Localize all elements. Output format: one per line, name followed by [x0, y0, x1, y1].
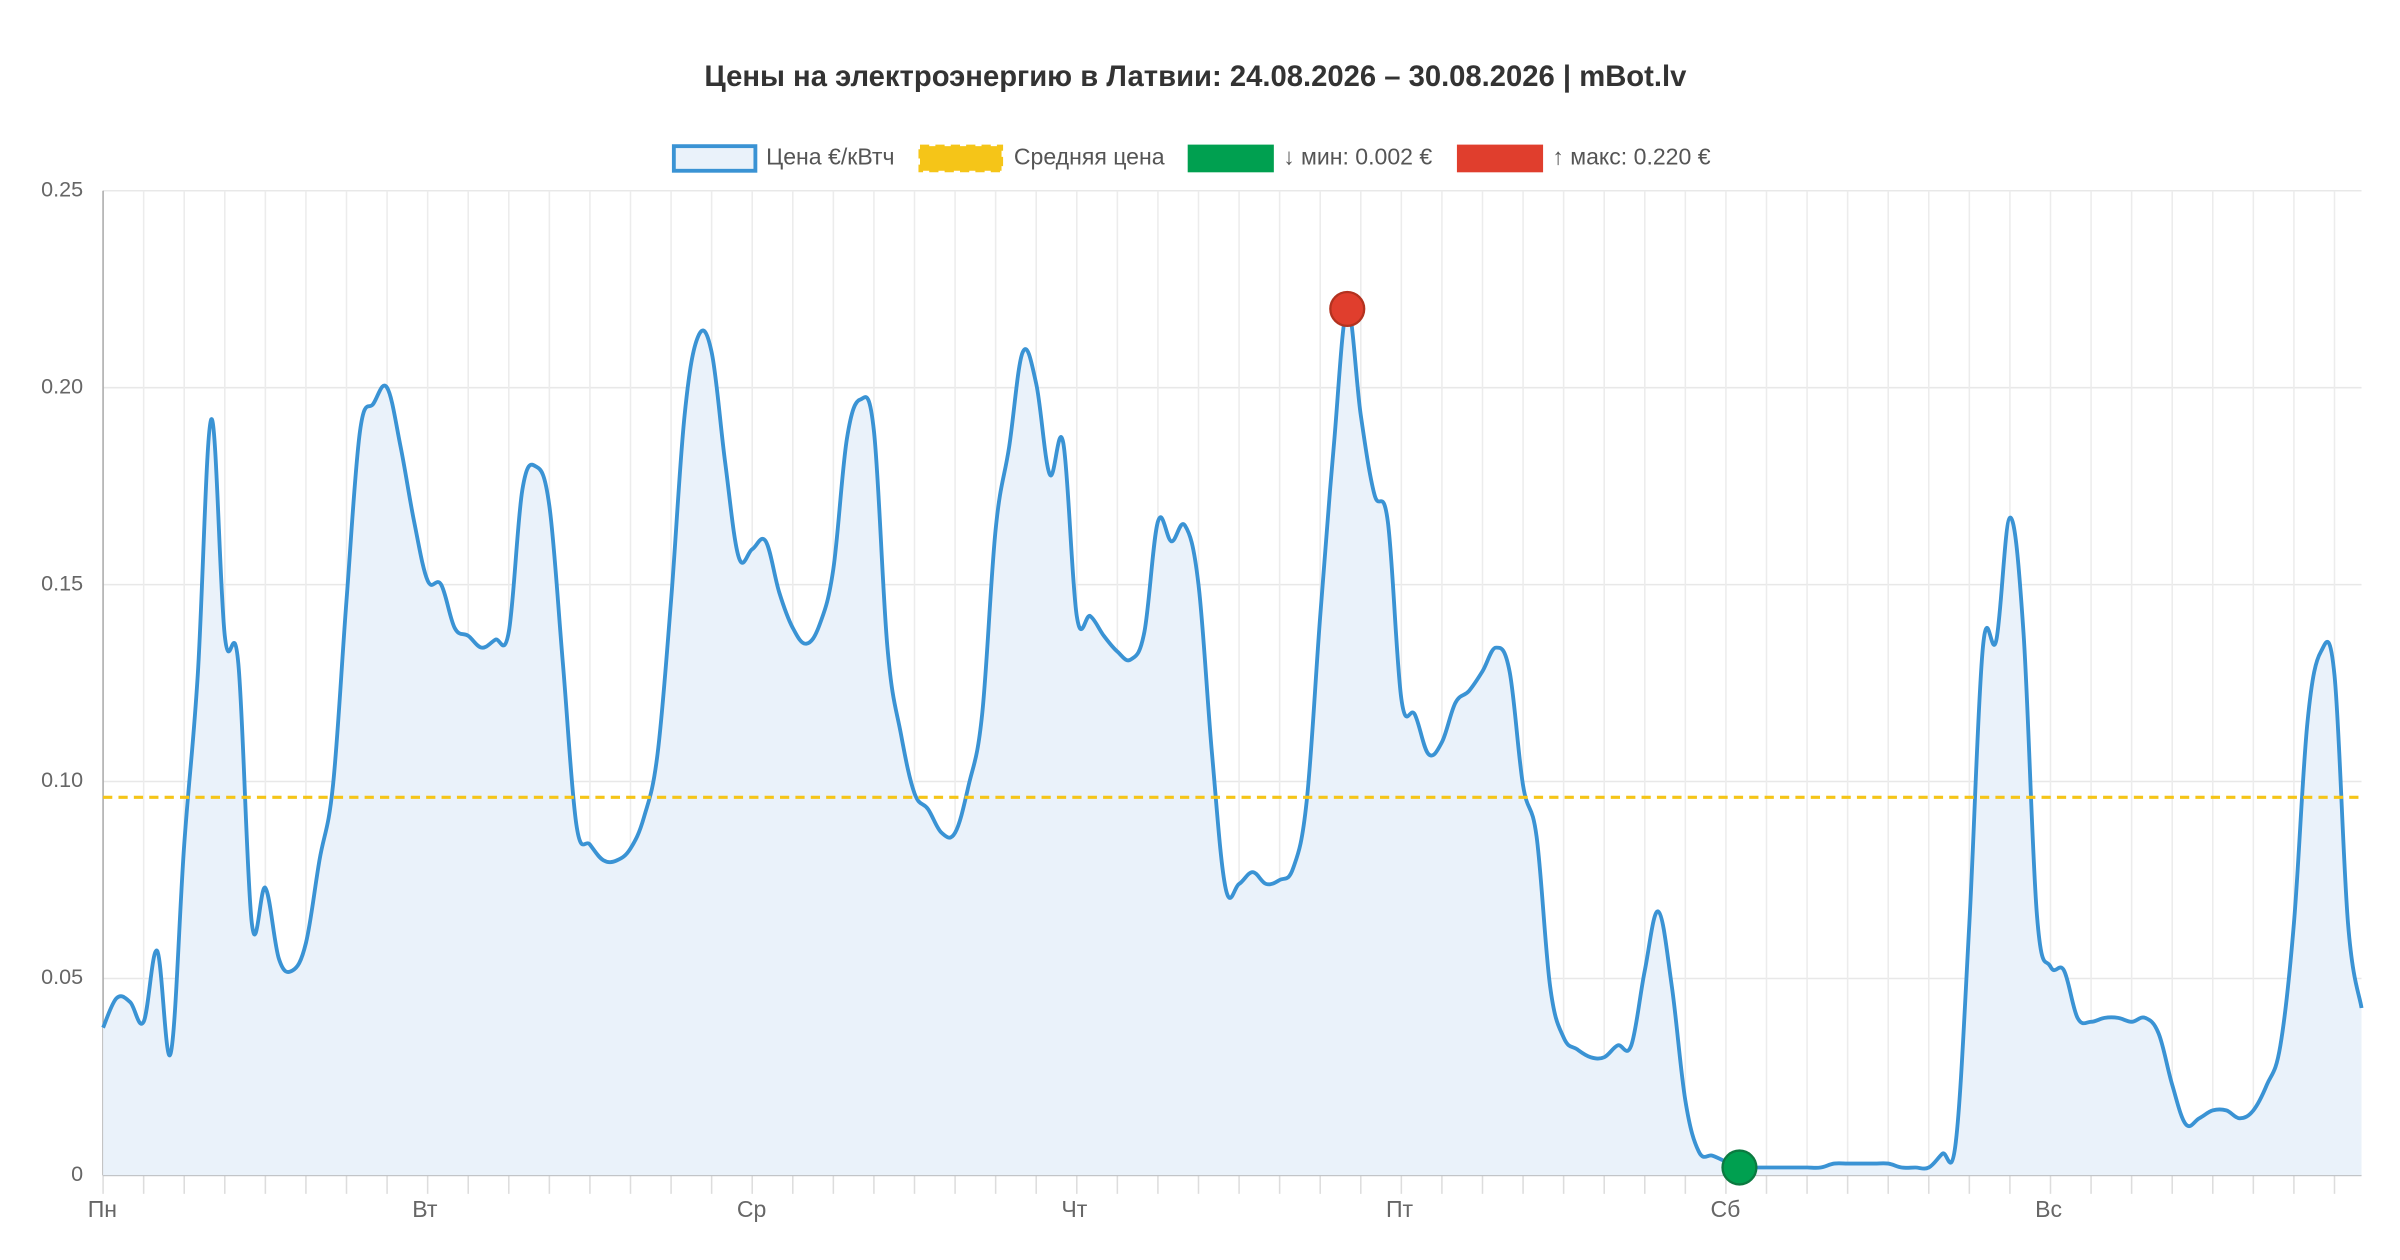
- legend-label: Средняя цена: [1014, 144, 1165, 170]
- x-tick-label: Пт: [1386, 1196, 1414, 1222]
- min-marker: [1721, 1149, 1758, 1186]
- y-tick-label: 0.20: [41, 374, 83, 398]
- y-tick-label: 0.10: [41, 768, 83, 792]
- legend-swatch: [918, 144, 1004, 173]
- legend-swatch: [671, 144, 758, 173]
- chart-title: Цены на электроэнергию в Латвии: 24.08.2…: [704, 61, 1687, 93]
- y-tick-label: 0.25: [41, 177, 83, 201]
- x-tick-label: Сб: [1711, 1196, 1741, 1222]
- x-tick-label: Вс: [2035, 1196, 2062, 1222]
- y-tick-label: 0.15: [41, 571, 83, 595]
- legend-label: ↓ мин: 0.002 €: [1283, 144, 1432, 170]
- y-tick-label: 0: [71, 1162, 83, 1186]
- legend-label: ↑ макс: 0.220 €: [1552, 144, 1710, 170]
- x-tick-label: Чт: [1061, 1196, 1087, 1222]
- legend-label: Цена €/кВтч: [766, 144, 894, 170]
- legend: Цена €/кВтч Средняя цена ↓ мин: 0.002 € …: [671, 144, 1711, 173]
- x-tick-label: Ср: [737, 1196, 766, 1222]
- x-tick-label: Вт: [412, 1196, 438, 1222]
- legend-swatch: [1456, 144, 1544, 173]
- legend-swatch: [1187, 144, 1274, 173]
- price-line: [101, 306, 2364, 1171]
- y-tick-label: 0.05: [41, 965, 83, 989]
- max-marker: [1329, 290, 1366, 328]
- price-area: [103, 308, 2362, 1176]
- x-tick-label: Пн: [88, 1196, 117, 1222]
